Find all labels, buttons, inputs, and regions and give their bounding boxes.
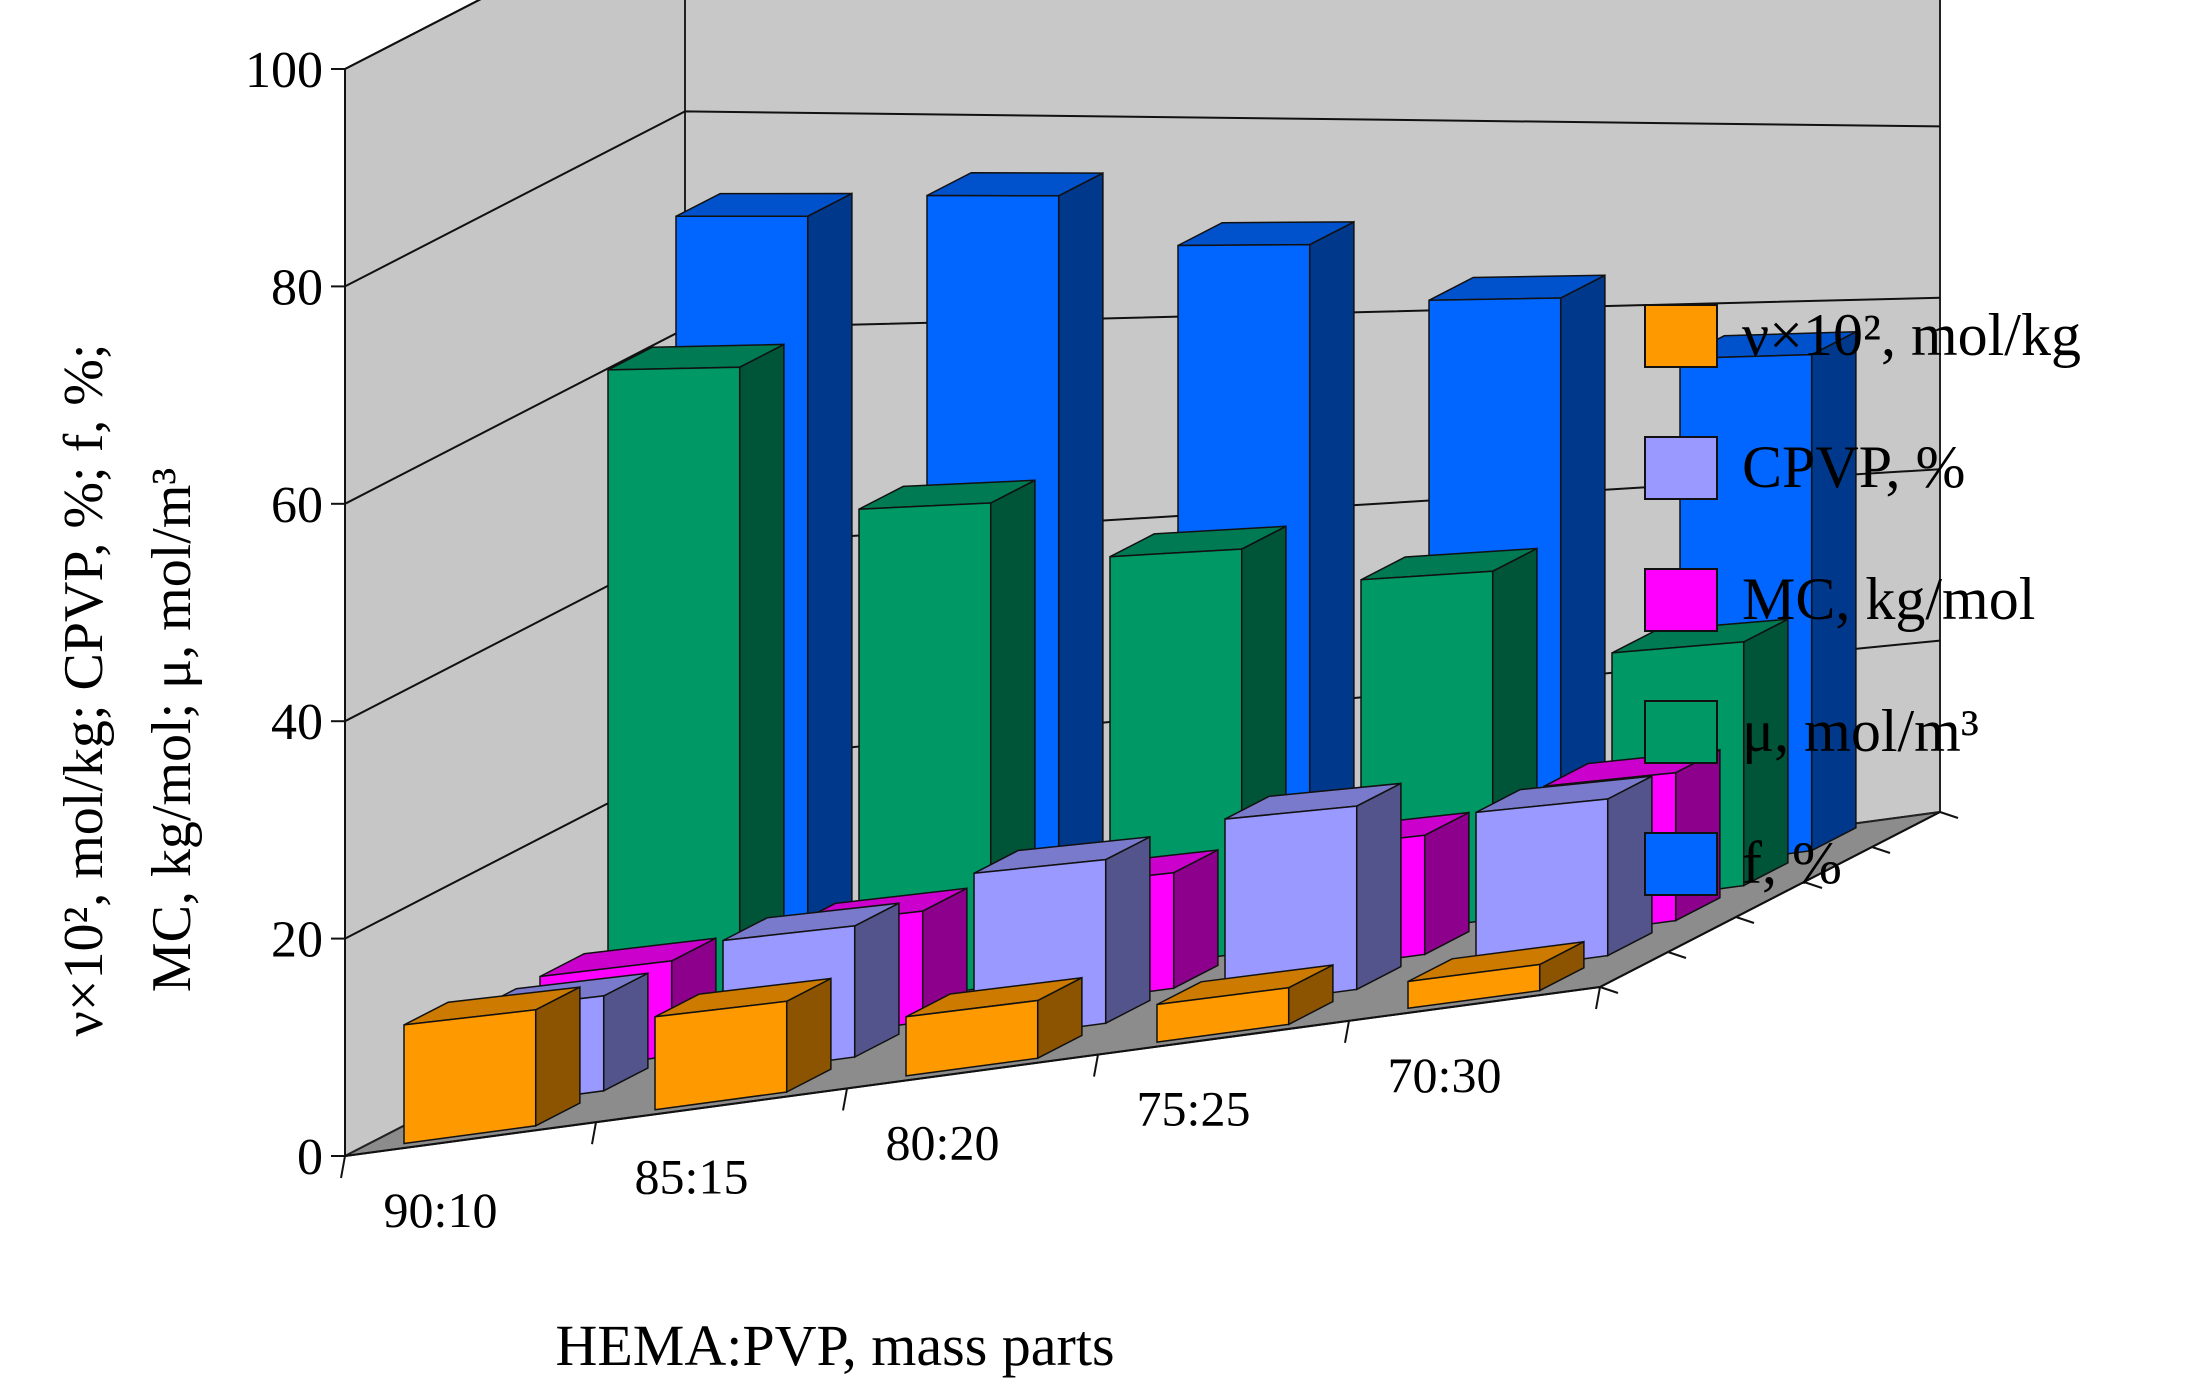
gridline	[344, 0, 482, 70]
x-tick-mark	[340, 1155, 346, 1179]
y-tick-label: 100	[245, 42, 323, 99]
bar-side	[1423, 811, 1470, 956]
x-tick-mark	[591, 1122, 597, 1145]
x-tick-mark	[1093, 1054, 1099, 1077]
legend-swatch	[1644, 436, 1718, 500]
bar-side	[1057, 171, 1104, 954]
gridline	[344, 110, 1941, 288]
x-tick-mark	[842, 1088, 848, 1111]
y-tick-label: 60	[271, 477, 323, 534]
bar-side	[1355, 782, 1402, 991]
x-tick-label: 70:30	[1388, 1047, 1502, 1103]
bar-side	[806, 192, 853, 988]
legend-item: MC, kg/mol	[1644, 566, 2035, 632]
bar	[1407, 940, 1585, 1010]
legend-item: ν×10², mol/kg	[1644, 302, 2081, 368]
y-axis-label: MC, kg/mol; μ, mol/m³	[141, 468, 203, 992]
bar-front	[1156, 986, 1290, 1043]
x-tick-label: 75:25	[1137, 1081, 1251, 1137]
legend-swatch	[1644, 832, 1718, 896]
y-axis-label-line-1: ν×10², mol/kg; CPVP, %; f, %;	[53, 344, 115, 1037]
legend-item: μ, mol/m³	[1644, 698, 1979, 764]
bar-front	[905, 999, 1039, 1077]
legend-label: ν×10², mol/kg	[1742, 302, 2081, 368]
bar-side	[1172, 848, 1219, 990]
depth-tick-mark	[1667, 951, 1687, 959]
depth-tick-mark	[1939, 811, 1959, 819]
x-tick-label: 90:10	[384, 1182, 498, 1238]
depth-tick-mark	[1599, 986, 1619, 994]
bar	[403, 985, 581, 1145]
legend-label: MC, kg/mol	[1742, 566, 2035, 632]
legend-label: f, %	[1742, 830, 1842, 896]
depth-tick-mark	[1803, 881, 1823, 889]
bar	[1224, 782, 1402, 1008]
legend: ν×10², mol/kg CPVP, % MC, kg/mol μ, mol/m³ f…	[1644, 302, 2081, 896]
y-tick-label: 20	[271, 912, 323, 969]
y-tick-label: 0	[297, 1129, 323, 1186]
x-axis-label: HEMA:PVP, mass parts	[555, 1313, 1114, 1378]
depth-axis-line	[1599, 811, 1941, 988]
bar	[905, 976, 1083, 1077]
y-axis-label: ν×10², mol/kg; CPVP, %; f, %;	[53, 344, 115, 1037]
axes	[344, 69, 1959, 1157]
x-tick-label: 80:20	[886, 1115, 1000, 1171]
x-tick-label: 85:15	[635, 1148, 749, 1204]
legend-label: CPVP, %	[1742, 434, 1965, 500]
bar-side	[853, 901, 900, 1059]
y-axis-label-line-2: MC, kg/mol; μ, mol/m³	[141, 468, 203, 992]
depth-tick-mark	[1871, 846, 1891, 854]
y-axis-ticks: 0 20 40 60 80 100	[245, 42, 345, 1186]
bar-front	[1407, 963, 1541, 1010]
bar-front	[403, 1008, 537, 1145]
legend-label: μ, mol/m³	[1742, 698, 1979, 764]
legend-swatch	[1644, 568, 1718, 632]
legend-item: CPVP, %	[1644, 434, 1965, 500]
bar-side	[534, 985, 581, 1128]
legend-item: f, %	[1644, 830, 1842, 896]
bar-front	[607, 366, 741, 1040]
x-tick-mark	[1595, 986, 1601, 1010]
x-axis-line	[344, 986, 1601, 1157]
x-tick-mark	[1344, 1020, 1350, 1043]
bar-side	[1104, 835, 1151, 1025]
depth-tick-mark	[1735, 916, 1755, 924]
bar	[654, 977, 832, 1111]
y-tick-label: 80	[271, 259, 323, 316]
bars	[403, 171, 1857, 1145]
x-axis-ticks: 90:10 85:15 80:20 75:25 70:30	[340, 986, 1601, 1238]
bar	[1156, 963, 1334, 1043]
bar-front	[654, 1000, 788, 1111]
y-tick-label: 40	[271, 694, 323, 751]
bar	[607, 343, 785, 1040]
legend-swatch	[1644, 304, 1718, 368]
legend-swatch	[1644, 700, 1718, 764]
